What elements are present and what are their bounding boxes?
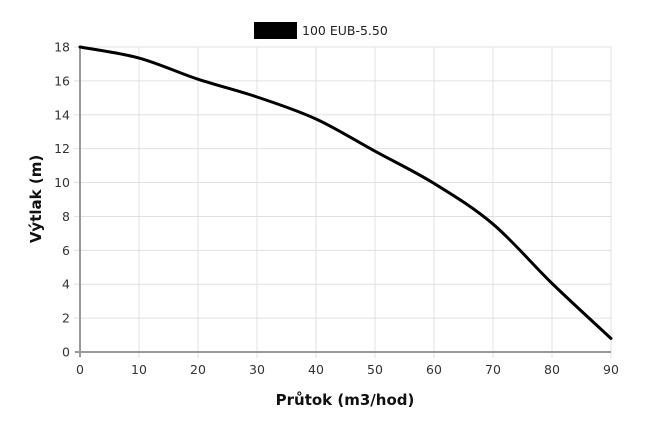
y-tick-label: 12 bbox=[54, 141, 70, 156]
y-tick-label: 0 bbox=[62, 345, 70, 360]
legend-label: 100 EUB-5.50 bbox=[302, 23, 388, 38]
legend-swatch bbox=[254, 22, 297, 39]
y-axis-ticks: 0 2 4 6 8 10 12 14 16 18 bbox=[54, 40, 80, 360]
y-tick-label: 8 bbox=[62, 209, 70, 224]
x-tick-label: 20 bbox=[190, 362, 206, 377]
x-tick-label: 90 bbox=[603, 362, 619, 377]
y-tick-label: 16 bbox=[54, 73, 70, 88]
x-tick-label: 70 bbox=[485, 362, 501, 377]
y-axis-title: Výtlak (m) bbox=[27, 155, 45, 243]
grid bbox=[80, 46, 612, 352]
y-tick-label: 4 bbox=[62, 277, 70, 292]
x-tick-label: 60 bbox=[426, 362, 442, 377]
x-tick-label: 50 bbox=[367, 362, 383, 377]
legend[interactable]: 100 EUB-5.50 bbox=[254, 22, 388, 39]
x-tick-label: 40 bbox=[308, 362, 324, 377]
x-tick-label: 80 bbox=[544, 362, 560, 377]
series-line-100-eub-5-50[interactable] bbox=[78, 45, 613, 340]
x-axis-title: Průtok (m3/hod) bbox=[276, 391, 415, 409]
y-tick-label: 6 bbox=[62, 243, 70, 258]
x-tick-label: 10 bbox=[131, 362, 147, 377]
y-tick-label: 18 bbox=[54, 40, 70, 55]
y-tick-label: 2 bbox=[62, 311, 70, 326]
x-axis-ticks: 0 10 20 30 40 50 60 70 80 90 bbox=[76, 352, 619, 377]
y-tick-label: 14 bbox=[54, 107, 70, 122]
x-tick-label: 30 bbox=[249, 362, 265, 377]
y-tick-label: 10 bbox=[54, 175, 70, 190]
x-tick-label: 0 bbox=[76, 362, 84, 377]
